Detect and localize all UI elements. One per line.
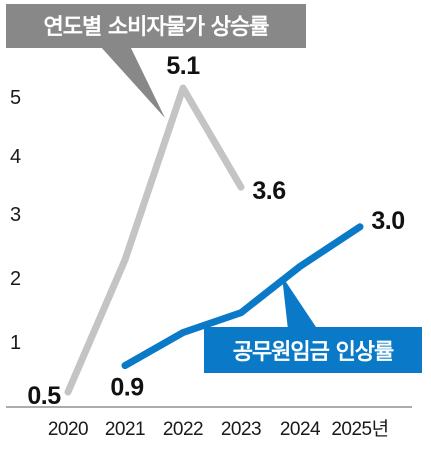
x-tick-label: 2022 bbox=[163, 419, 203, 440]
series-lines bbox=[64, 84, 364, 396]
wage-series-line bbox=[121, 223, 364, 370]
callout-backgrounds bbox=[6, 4, 422, 373]
x-tick-label: 2024 bbox=[280, 419, 321, 440]
data-label: 0.5 bbox=[27, 382, 61, 410]
cpi-series-line bbox=[64, 84, 245, 396]
data-label: 3.6 bbox=[252, 177, 285, 205]
data-label: 0.9 bbox=[110, 374, 143, 402]
y-tick-label: 2 bbox=[10, 268, 21, 290]
y-tick-label: 1 bbox=[10, 332, 21, 354]
y-tick-label: 3 bbox=[10, 204, 21, 226]
x-tick-label: 2021 bbox=[105, 419, 145, 440]
axes: 1 2 3 4 5 2020 2021 2022 2023 2024 2025년 bbox=[6, 87, 412, 440]
x-tick-label: 2025년 bbox=[331, 418, 388, 440]
data-label: 3.0 bbox=[371, 207, 404, 235]
cpi-series-name: 연도별 소비자물가 상승률 bbox=[44, 15, 270, 40]
y-tick-label: 5 bbox=[10, 87, 21, 109]
wage-callout-pointer bbox=[282, 276, 318, 330]
cpi-callout-pointer bbox=[100, 46, 165, 118]
x-tick-label: 2020 bbox=[48, 419, 88, 440]
data-label: 5.1 bbox=[166, 52, 200, 80]
cpi-callout-box bbox=[6, 4, 306, 48]
wage-callout-box bbox=[204, 327, 422, 373]
x-unit-label: 년 bbox=[372, 418, 389, 440]
data-labels: 0.5 5.1 3.6 0.9 3.0 bbox=[27, 52, 405, 410]
wage-series-name: 공무원임금 인상률 bbox=[233, 340, 394, 365]
x-tick-label: 2023 bbox=[221, 419, 261, 440]
y-tick-label: 4 bbox=[10, 146, 21, 168]
